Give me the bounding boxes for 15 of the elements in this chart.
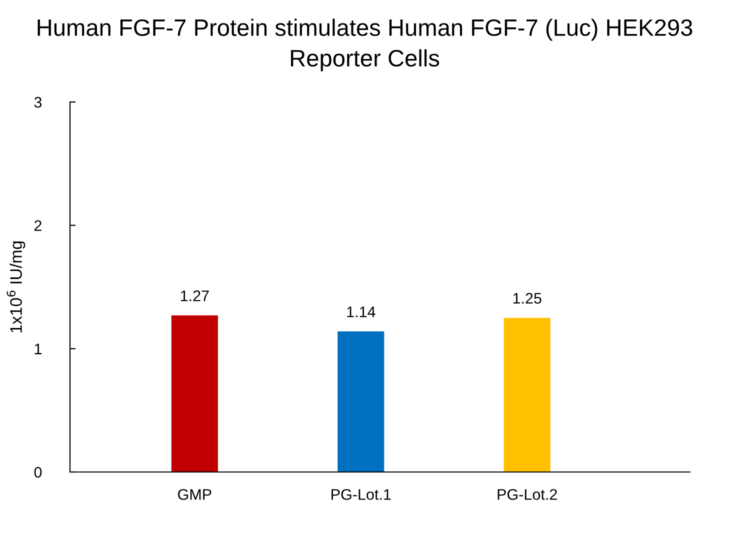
y-axis-title: 1x10$^{6}$ IU/mg [6,241,26,332]
bar [171,315,218,472]
x-tick-label: GMP [178,489,212,500]
y-tick-label: 1 [34,344,42,354]
bar [338,331,384,472]
x-tick-label: PG-Lot.1 [332,489,391,500]
y-tick-label: 3 [34,96,42,108]
x-tick-label: PG-Lot.2 [498,489,557,500]
bar [504,318,550,472]
y-tick-label: 2 [34,220,42,231]
chart-title: Human FGF-7 Protein stimulates Human FGF-7 (Luc) HEK293 Reporter Cells [38,18,692,72]
data-label: 1.25 [513,292,542,304]
data-label: 1.27 [180,290,209,302]
y-tick-label: 0 [34,466,42,478]
data-label: 1.14 [347,306,376,318]
